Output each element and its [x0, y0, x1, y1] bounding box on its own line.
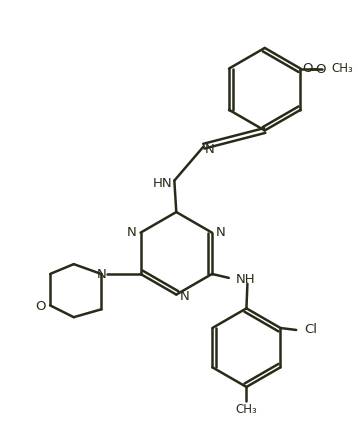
Text: HN: HN: [153, 177, 172, 190]
Text: O: O: [303, 62, 313, 75]
Text: N: N: [205, 142, 214, 155]
Text: O: O: [35, 299, 45, 312]
Text: N: N: [180, 289, 190, 302]
Text: CH₃: CH₃: [236, 402, 257, 415]
Text: CH₃: CH₃: [331, 62, 353, 75]
Text: Cl: Cl: [304, 323, 317, 336]
Text: O: O: [315, 63, 325, 76]
Text: NH: NH: [236, 273, 255, 286]
Text: N: N: [96, 268, 106, 281]
Text: N: N: [216, 226, 226, 239]
Text: N: N: [127, 226, 137, 239]
